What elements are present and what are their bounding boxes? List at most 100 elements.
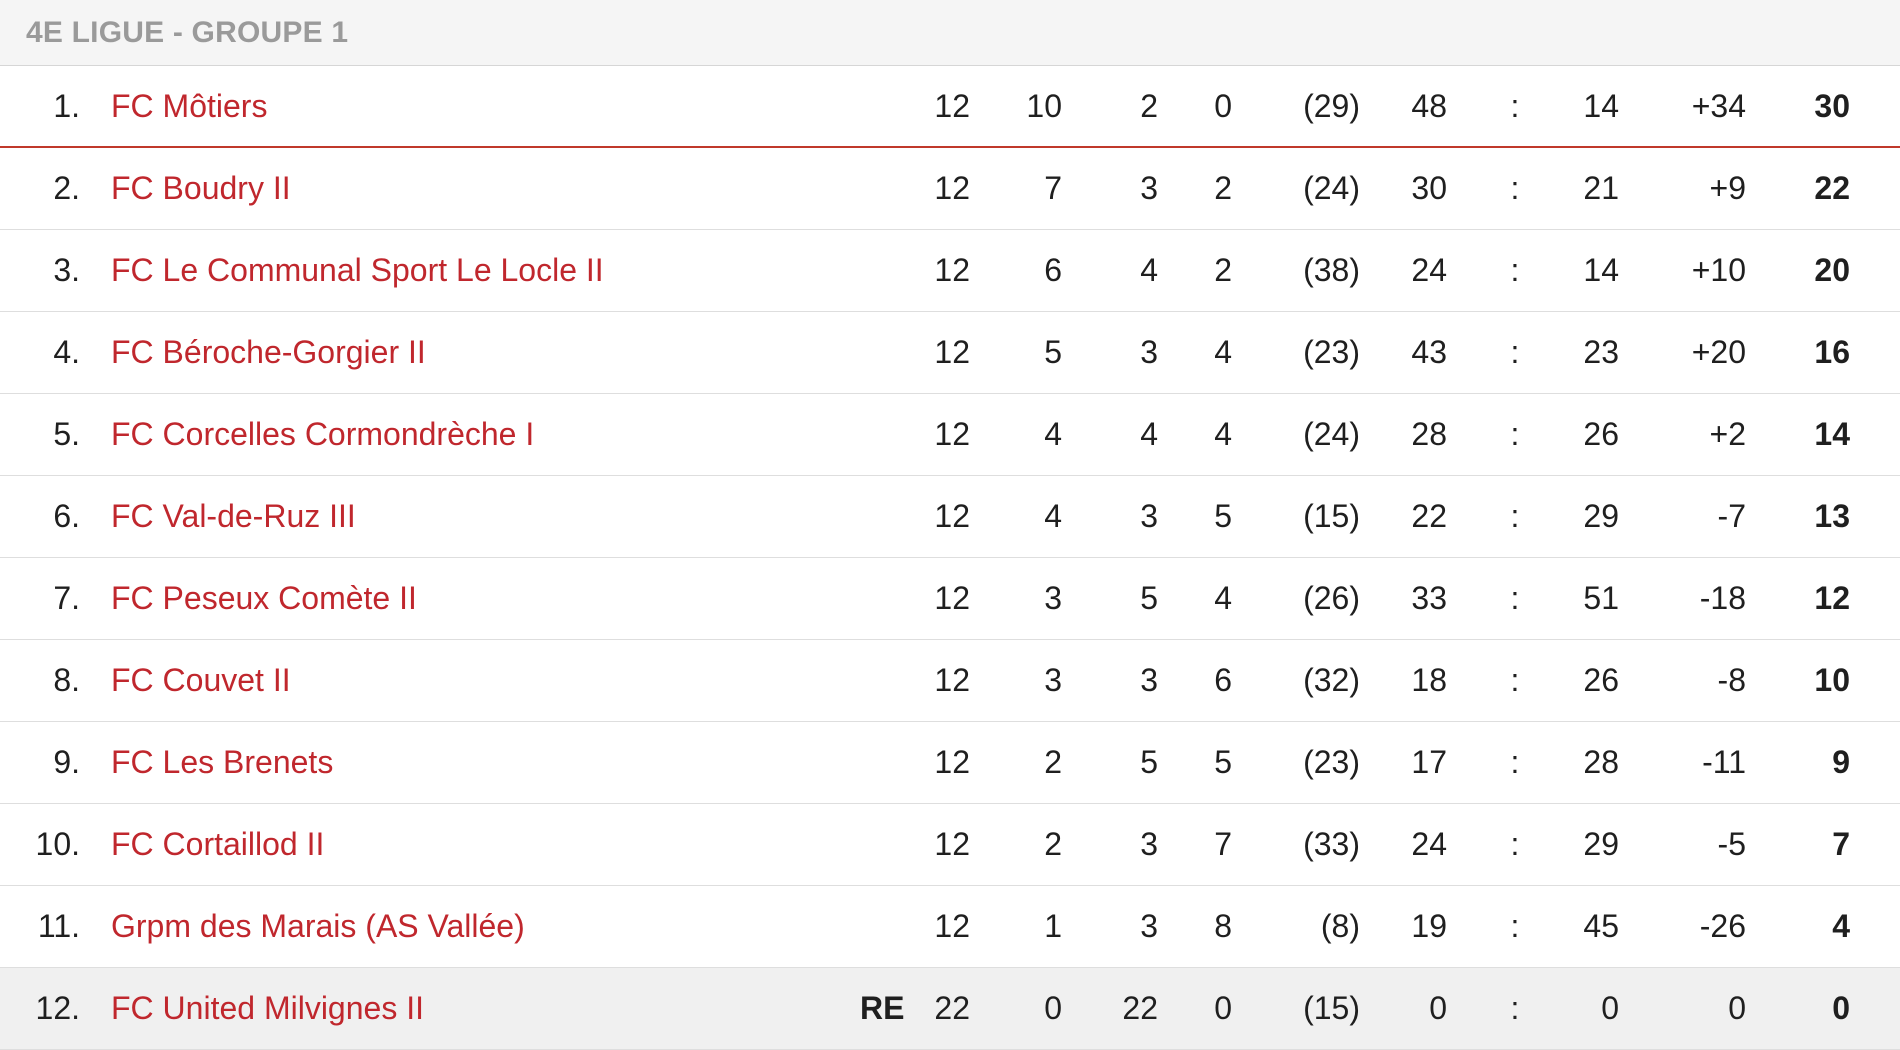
fair-play-points: (38) [1303,252,1360,288]
goal-difference: -26 [1699,908,1746,944]
wins: 10 [1026,87,1062,124]
goals-against: 29 [1583,498,1619,534]
games-played: 12 [934,252,970,288]
goal-difference: +20 [1691,334,1746,370]
games-played: 22 [934,990,970,1026]
goals-for: 22 [1411,498,1447,534]
table-row: 5. FC Corcelles Cormondrèche I 12 4 4 4 … [0,394,1900,476]
rank: 11. [37,908,80,944]
team-link[interactable]: FC Corcelles Cormondrèche I [111,416,535,452]
goals-for: 18 [1411,662,1447,698]
games-played: 12 [934,498,970,534]
draws: 22 [1122,990,1158,1026]
team-link[interactable]: FC United Milvignes II [111,990,424,1026]
table-row: 8. FC Couvet II 12 3 3 6 (32) 18 : 26 -8… [0,640,1900,722]
goals-separator: : [1510,744,1520,780]
games-played: 12 [934,87,970,124]
goals-separator: : [1510,498,1520,534]
fair-play-points: (24) [1303,170,1360,206]
goals-separator: : [1510,826,1520,862]
team-link[interactable]: FC Peseux Comète II [111,580,417,616]
goals-against: 28 [1583,744,1619,780]
draws: 4 [1140,416,1158,452]
points: 30 [1814,87,1850,124]
goals-separator: : [1510,252,1520,288]
draws: 3 [1140,662,1158,698]
goals-for: 19 [1411,908,1447,944]
wins: 0 [1044,990,1062,1026]
draws: 3 [1140,498,1158,534]
wins: 4 [1044,416,1062,452]
goal-difference: 0 [1728,990,1746,1026]
table-row: 1. FC Môtiers 12 10 2 0 (29) 48 : 14 +34… [0,66,1900,148]
wins: 5 [1044,334,1062,370]
points: 14 [1814,416,1850,452]
standings-table: 1. FC Môtiers 12 10 2 0 (29) 48 : 14 +34… [0,66,1900,1050]
losses: 7 [1214,826,1232,862]
fair-play-points: (23) [1303,744,1360,780]
goals-for: 24 [1411,252,1447,288]
losses: 5 [1214,744,1232,780]
points: 10 [1814,662,1850,698]
rank: 10. [35,826,80,862]
team-link[interactable]: FC Môtiers [111,87,268,124]
rank: 3. [53,252,80,288]
draws: 5 [1140,580,1158,616]
group-header: 4E LIGUE - GROUPE 1 [0,0,1900,66]
rank: 1. [53,87,80,124]
goals-against: 14 [1583,87,1619,124]
table-row: 6. FC Val-de-Ruz III 12 4 3 5 (15) 22 : … [0,476,1900,558]
goals-for: 43 [1411,334,1447,370]
games-played: 12 [934,170,970,206]
status-flag: RE [860,990,905,1026]
fair-play-points: (8) [1320,908,1360,944]
goals-separator: : [1510,334,1520,370]
rank: 7. [53,580,80,616]
draws: 3 [1140,826,1158,862]
team-link[interactable]: FC Béroche-Gorgier II [111,334,426,370]
team-link[interactable]: FC Boudry II [111,170,291,206]
team-link[interactable]: FC Les Brenets [111,744,334,780]
team-link[interactable]: FC Le Communal Sport Le Locle II [111,252,604,288]
goals-against: 51 [1583,580,1619,616]
wins: 2 [1044,744,1062,780]
wins: 2 [1044,826,1062,862]
goals-for: 48 [1411,87,1447,124]
fair-play-points: (24) [1303,416,1360,452]
draws: 2 [1140,87,1158,124]
points: 12 [1814,580,1850,616]
wins: 4 [1044,498,1062,534]
table-row: 4. FC Béroche-Gorgier II 12 5 3 4 (23) 4… [0,312,1900,394]
losses: 4 [1214,580,1232,616]
goals-against: 26 [1583,662,1619,698]
fair-play-points: (33) [1303,826,1360,862]
points: 20 [1814,252,1850,288]
points: 9 [1832,744,1850,780]
fair-play-points: (15) [1303,990,1360,1026]
team-link[interactable]: FC Val-de-Ruz III [111,498,356,534]
goals-against: 21 [1583,170,1619,206]
goal-difference: +9 [1709,170,1746,206]
goals-for: 28 [1411,416,1447,452]
team-link[interactable]: FC Couvet II [111,662,291,698]
losses: 5 [1214,498,1232,534]
games-played: 12 [934,334,970,370]
goals-against: 14 [1583,252,1619,288]
table-row: 3. FC Le Communal Sport Le Locle II 12 6… [0,230,1900,312]
goals-separator: : [1510,990,1520,1026]
games-played: 12 [934,744,970,780]
wins: 3 [1044,580,1062,616]
table-row: 2. FC Boudry II 12 7 3 2 (24) 30 : 21 +9… [0,148,1900,230]
team-link[interactable]: Grpm des Marais (AS Vallée) [111,908,525,944]
points: 4 [1832,908,1850,944]
goals-for: 30 [1411,170,1447,206]
goal-difference: -8 [1717,662,1746,698]
team-link[interactable]: FC Cortaillod II [111,826,325,862]
goals-separator: : [1510,580,1520,616]
table-row: 12. FC United Milvignes II RE 22 0 22 0 … [0,968,1900,1050]
losses: 0 [1214,87,1232,124]
group-title: 4E LIGUE - GROUPE 1 [26,15,349,49]
fair-play-points: (29) [1303,87,1360,124]
rank: 12. [35,990,80,1026]
wins: 1 [1044,908,1062,944]
